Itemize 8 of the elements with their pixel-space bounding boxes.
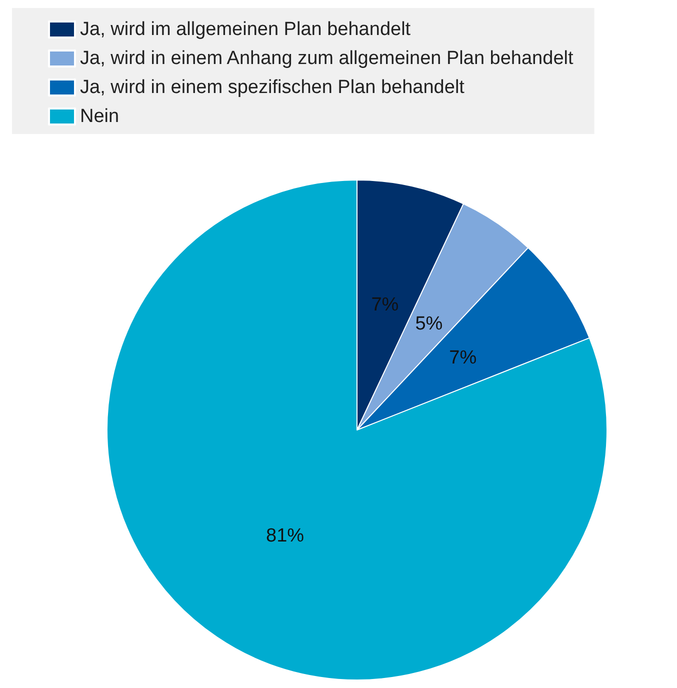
legend-label: Nein [80,106,120,127]
data-label: 5% [415,314,443,335]
data-label: 7% [371,294,399,316]
data-label: 81% [266,525,304,546]
legend-label: Ja, wird im allgemeinen Plan behandelt [80,19,412,40]
legend-label: Ja, wird in einem Anhang zum allgemeinen Plan behandelt [80,48,574,69]
data-label: 7% [449,348,477,369]
legend-label: Ja, wird in einem spezifischen Plan behandelt [80,77,466,98]
